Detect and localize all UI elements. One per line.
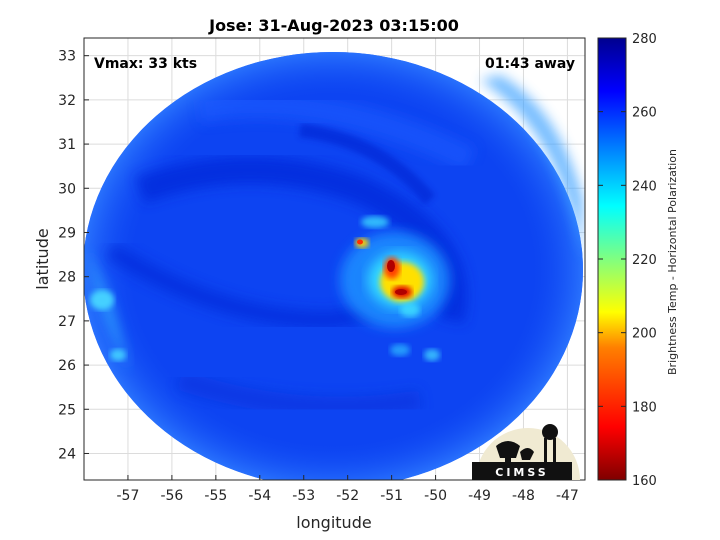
y-axis: 24 25 26 27 28 29 30 31 32 33 [58, 49, 89, 462]
x-tick-label: -52 [336, 488, 359, 504]
x-tick-label: -54 [248, 488, 271, 504]
x-tick-label: -57 [117, 488, 140, 504]
y-tick-label: 27 [58, 314, 76, 330]
y-tick-label: 33 [58, 49, 76, 65]
colorbar-tick-label: 260 [632, 106, 657, 121]
y-tick-label: 28 [58, 270, 76, 286]
logo-text: CIMSS [495, 466, 548, 479]
colorbar-tick-label: 180 [632, 400, 657, 415]
y-tick-label: 32 [58, 93, 76, 109]
y-tick-label: 31 [58, 137, 76, 153]
colorbar: 160 180 200 220 240 260 280 Brightness Temp - … [597, 32, 679, 489]
x-tick-label: -56 [160, 488, 183, 504]
colorbar-tick-label: 200 [632, 327, 657, 342]
time-away-label: 01:43 away [485, 56, 575, 72]
logo-banner [472, 462, 572, 480]
y-tick-label: 30 [58, 181, 76, 197]
y-tick-label: 29 [58, 225, 76, 241]
x-tick-label: -50 [424, 488, 447, 504]
cimss-logo: CIMSS [472, 424, 580, 480]
colorbar-label: Brightness Temp - Horizontal Polarizatio… [666, 149, 679, 375]
colorbar-tick-label: 160 [632, 474, 657, 489]
x-tick-label: -47 [556, 488, 579, 504]
y-tick-label: 25 [58, 402, 76, 418]
y-tick-label: 24 [58, 446, 76, 462]
y-tick-label: 26 [58, 358, 76, 374]
colorbar-tick-label: 280 [632, 32, 657, 47]
chart-title: Jose: 31-Aug-2023 03:15:00 [208, 16, 459, 35]
x-axis: -57 -56 -55 -54 -53 -52 -51 -50 -49 -48 -47 [117, 475, 579, 504]
colorbar-tick-label: 220 [632, 253, 657, 268]
x-tick-label: -49 [468, 488, 491, 504]
x-tick-label: -51 [380, 488, 403, 504]
satellite-swath [84, 52, 583, 480]
colorbar-tick-label: 240 [632, 179, 657, 194]
x-tick-label: -48 [512, 488, 535, 504]
y-axis-label: latitude [33, 228, 52, 289]
x-axis-label: longitude [296, 513, 371, 532]
x-tick-label: -53 [292, 488, 315, 504]
x-tick-label: -55 [204, 488, 227, 504]
vmax-label: Vmax: 33 kts [94, 56, 197, 72]
axes-box [83, 37, 586, 481]
